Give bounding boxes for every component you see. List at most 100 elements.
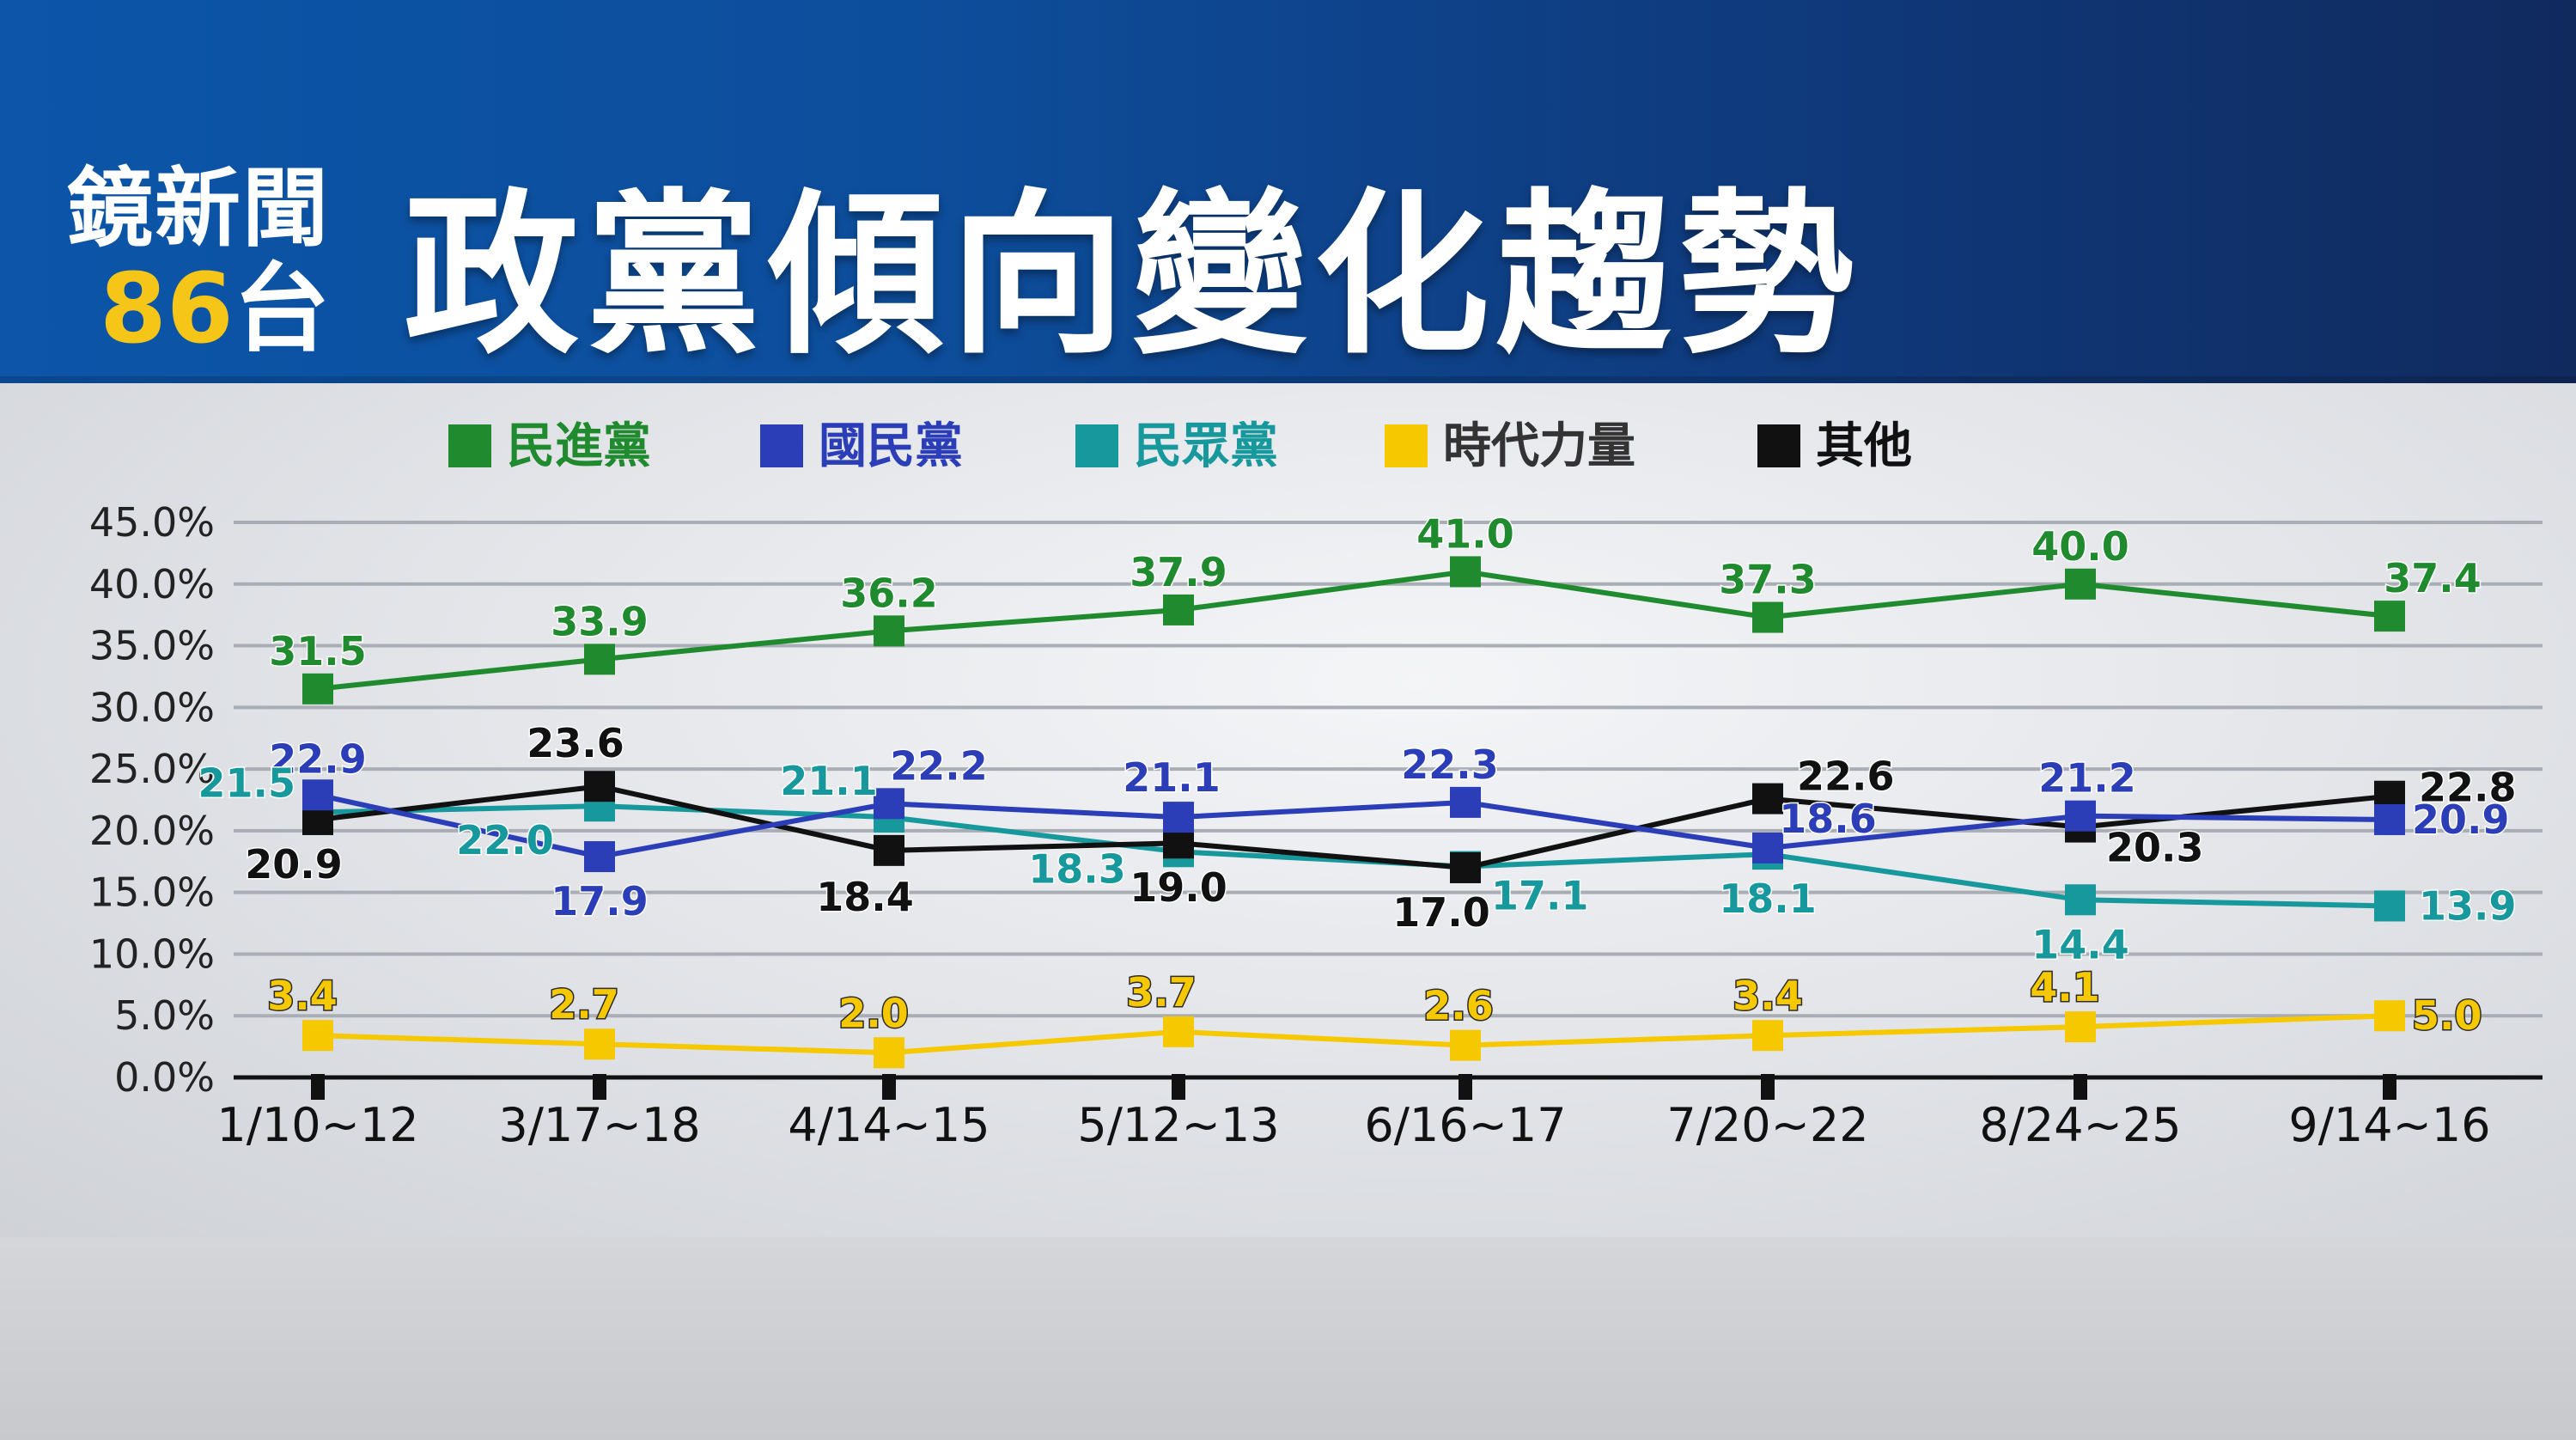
x-tick-mark: [2074, 1074, 2087, 1100]
data-point: [1163, 594, 1194, 625]
data-point: [1163, 827, 1194, 859]
legend-label-4: 時代力量: [1443, 418, 1635, 474]
data-label: 17.1: [1491, 873, 1589, 919]
data-label: 13.9: [2419, 882, 2517, 929]
bottom-strip: [0, 1237, 2576, 1440]
data-point: [1163, 1016, 1194, 1047]
data-label: 18.1: [1719, 876, 1817, 922]
data-point: [302, 779, 333, 811]
data-label: 22.0: [456, 817, 554, 863]
legend-swatch-2: [760, 424, 803, 467]
channel-logo-number: 86台: [100, 258, 330, 361]
x-category-label: 9/14~16: [2288, 1098, 2490, 1152]
y-tick-label: 35.0%: [89, 623, 215, 669]
data-label: 21.5: [198, 760, 296, 806]
data-point: [2065, 1011, 2096, 1043]
legend-swatch-5: [1757, 424, 1800, 467]
data-label: 18.4: [816, 874, 914, 920]
chart-panel: 民進黨 國民黨 民眾黨 時代力量 其他 0.0% 5.0% 10.0% 15.0% 20.0% 25…: [0, 383, 2576, 1237]
legend-label-3: 民眾黨: [1134, 418, 1278, 474]
legend-label-2: 國民黨: [819, 418, 963, 474]
data-point: [874, 834, 904, 866]
data-point: [1752, 1020, 1783, 1052]
data-label: 18.3: [1028, 845, 1126, 892]
data-point: [1450, 556, 1481, 588]
legend-swatch-4: [1385, 424, 1428, 467]
series-line-3: [317, 803, 2390, 909]
data-label: 18.6: [1779, 796, 1877, 842]
data-label: 22.3: [1401, 741, 1499, 788]
data-point: [2065, 800, 2096, 832]
data-label: 22.9: [269, 735, 367, 782]
data-point: [584, 771, 615, 802]
data-label: 3.4: [267, 973, 338, 1019]
x-category-label: 7/20~22: [1666, 1098, 1868, 1152]
data-point: [1752, 832, 1783, 863]
y-tick-label: 30.0%: [89, 684, 215, 730]
x-category-label: 5/12~13: [1077, 1098, 1279, 1152]
x-tick-mark: [593, 1074, 606, 1100]
data-point: [2374, 890, 2405, 922]
data-point: [874, 615, 904, 647]
data-label: 21.2: [2038, 755, 2136, 802]
data-point: [584, 644, 615, 675]
x-tick-mark: [1459, 1074, 1472, 1100]
channel-number: 86: [100, 253, 234, 365]
data-label: 3.4: [1733, 973, 1803, 1019]
y-tick-label: 40.0%: [89, 561, 215, 607]
x-tick-mark: [882, 1074, 896, 1100]
y-tick-label: 5.0%: [114, 992, 215, 1039]
data-label: 23.6: [527, 720, 624, 766]
data-point: [302, 1020, 333, 1052]
y-tick-label: 20.0%: [89, 808, 215, 854]
data-label: 19.0: [1130, 864, 1227, 911]
x-category-label: 8/24~25: [1979, 1098, 2181, 1152]
data-label: 37.3: [1719, 557, 1817, 603]
channel-suffix: 台: [233, 253, 330, 365]
header-banner: 鏡新聞 86台 政黨傾向變化趨勢: [0, 0, 2576, 383]
page-title: 政黨傾向變化趨勢: [404, 172, 1860, 378]
data-label: 17.0: [1392, 889, 1490, 936]
data-label: 40.0: [2031, 523, 2129, 570]
data-label: 20.9: [245, 841, 343, 888]
y-tick-label: 15.0%: [89, 869, 215, 916]
x-tick-mark: [1761, 1074, 1775, 1100]
data-point: [584, 841, 615, 873]
data-label: 2.7: [549, 981, 619, 1028]
data-point: [1752, 783, 1783, 815]
series-line-2: [317, 792, 2390, 860]
data-point: [1163, 802, 1194, 833]
data-label: 37.4: [2384, 555, 2482, 601]
legend-swatch-3: [1075, 424, 1118, 467]
data-label: 31.5: [269, 628, 367, 674]
data-label: 5.0: [2412, 992, 2482, 1039]
legend-swatch-1: [448, 424, 491, 467]
data-point: [1450, 1029, 1481, 1061]
data-label: 22.6: [1797, 754, 1895, 800]
data-label: 2.6: [1423, 983, 1494, 1029]
data-label: 37.9: [1130, 549, 1227, 595]
data-label: 36.2: [840, 570, 938, 616]
data-label: 20.9: [2412, 796, 2510, 843]
x-tick-mark: [311, 1074, 325, 1100]
data-point: [1450, 786, 1481, 818]
series-line-1: [317, 569, 2390, 692]
data-label: 41.0: [1416, 510, 1514, 557]
x-category-label: 3/17~18: [498, 1098, 700, 1152]
data-label: 2.0: [838, 990, 909, 1036]
data-label: 22.2: [890, 742, 988, 789]
x-category-label: 6/16~17: [1364, 1098, 1566, 1152]
data-label: 14.4: [2031, 921, 2129, 967]
x-category-label: 1/10~12: [216, 1098, 418, 1152]
series-line-4: [317, 1013, 2390, 1056]
data-label: 21.1: [780, 758, 878, 804]
data-point: [2374, 601, 2405, 632]
data-point: [1752, 601, 1783, 633]
x-category-label: 4/14~15: [788, 1098, 990, 1152]
channel-logo-name: 鏡新聞: [67, 158, 330, 259]
data-point: [2374, 803, 2405, 835]
data-label: 17.9: [551, 878, 649, 924]
line-chart: 民進黨 國民黨 民眾黨 時代力量 其他 0.0% 5.0% 10.0% 15.0% 20.0% 25…: [89, 418, 2543, 1152]
legend-label-5: 其他: [1816, 418, 1912, 474]
data-point: [2374, 1000, 2405, 1032]
